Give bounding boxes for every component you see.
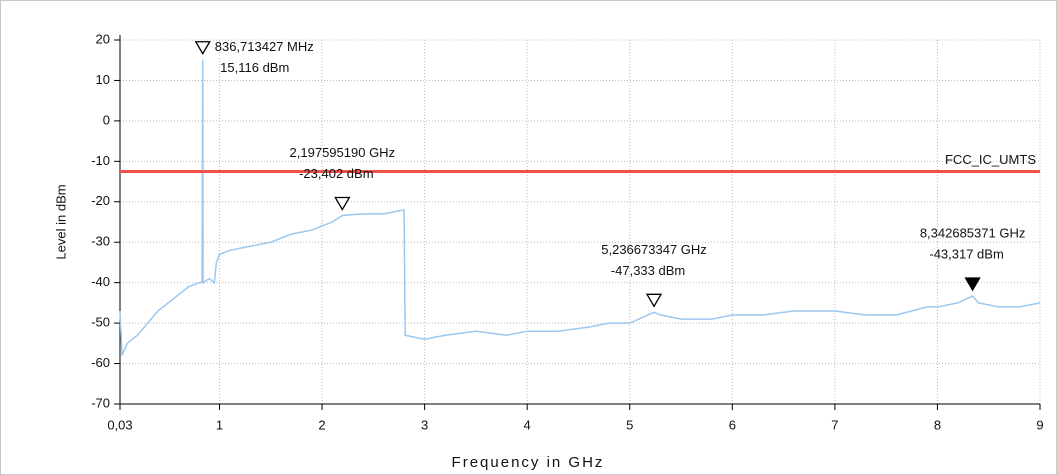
x-tick-label: 9 — [1036, 417, 1043, 432]
limit-label: FCC_IC_UMTS — [945, 152, 1036, 167]
marker-level: -47,333 dBm — [611, 263, 685, 278]
trace — [119, 59, 1041, 356]
y-tick-label: 10 — [96, 72, 110, 87]
y-tick-label: -40 — [91, 274, 110, 289]
y-tick-label: -70 — [91, 395, 110, 410]
x-tick-label: 5 — [626, 417, 633, 432]
y-tick-label: -30 — [91, 234, 110, 249]
marker-level: -43,317 dBm — [929, 247, 1003, 262]
marker-level: 15,116 dBm — [220, 60, 289, 75]
x-tick-label: 6 — [729, 417, 736, 432]
x-tick-label: 4 — [524, 417, 531, 432]
y-tick-label: -10 — [91, 153, 110, 168]
marker — [194, 41, 211, 56]
y-tick-label: -20 — [91, 193, 110, 208]
x-tick-label: 7 — [831, 417, 838, 432]
x-axis-label: Frequency in GHz — [452, 454, 605, 471]
x-tick-label: 3 — [421, 417, 428, 432]
marker-level: -23,402 dBm — [299, 166, 373, 181]
x-tick-label: 0,03 — [107, 417, 132, 432]
marker — [964, 277, 981, 292]
y-tick-label: -60 — [91, 355, 110, 370]
x-tick-label: 8 — [934, 417, 941, 432]
marker-freq: 5,236673347 GHz — [601, 242, 707, 257]
y-tick-label: 20 — [96, 31, 110, 46]
marker-freq: 8,342685371 GHz — [920, 226, 1026, 241]
y-axis-label: Level in dBm — [53, 184, 68, 259]
marker-freq: 836,713427 MHz — [215, 39, 314, 54]
y-tick-label: -50 — [91, 315, 110, 330]
marker — [334, 196, 351, 211]
marker-freq: 2,197595190 GHz — [290, 145, 396, 160]
y-tick-label: 0 — [103, 112, 110, 127]
x-tick-label: 1 — [216, 417, 223, 432]
marker — [645, 293, 663, 308]
x-tick-label: 2 — [318, 417, 325, 432]
